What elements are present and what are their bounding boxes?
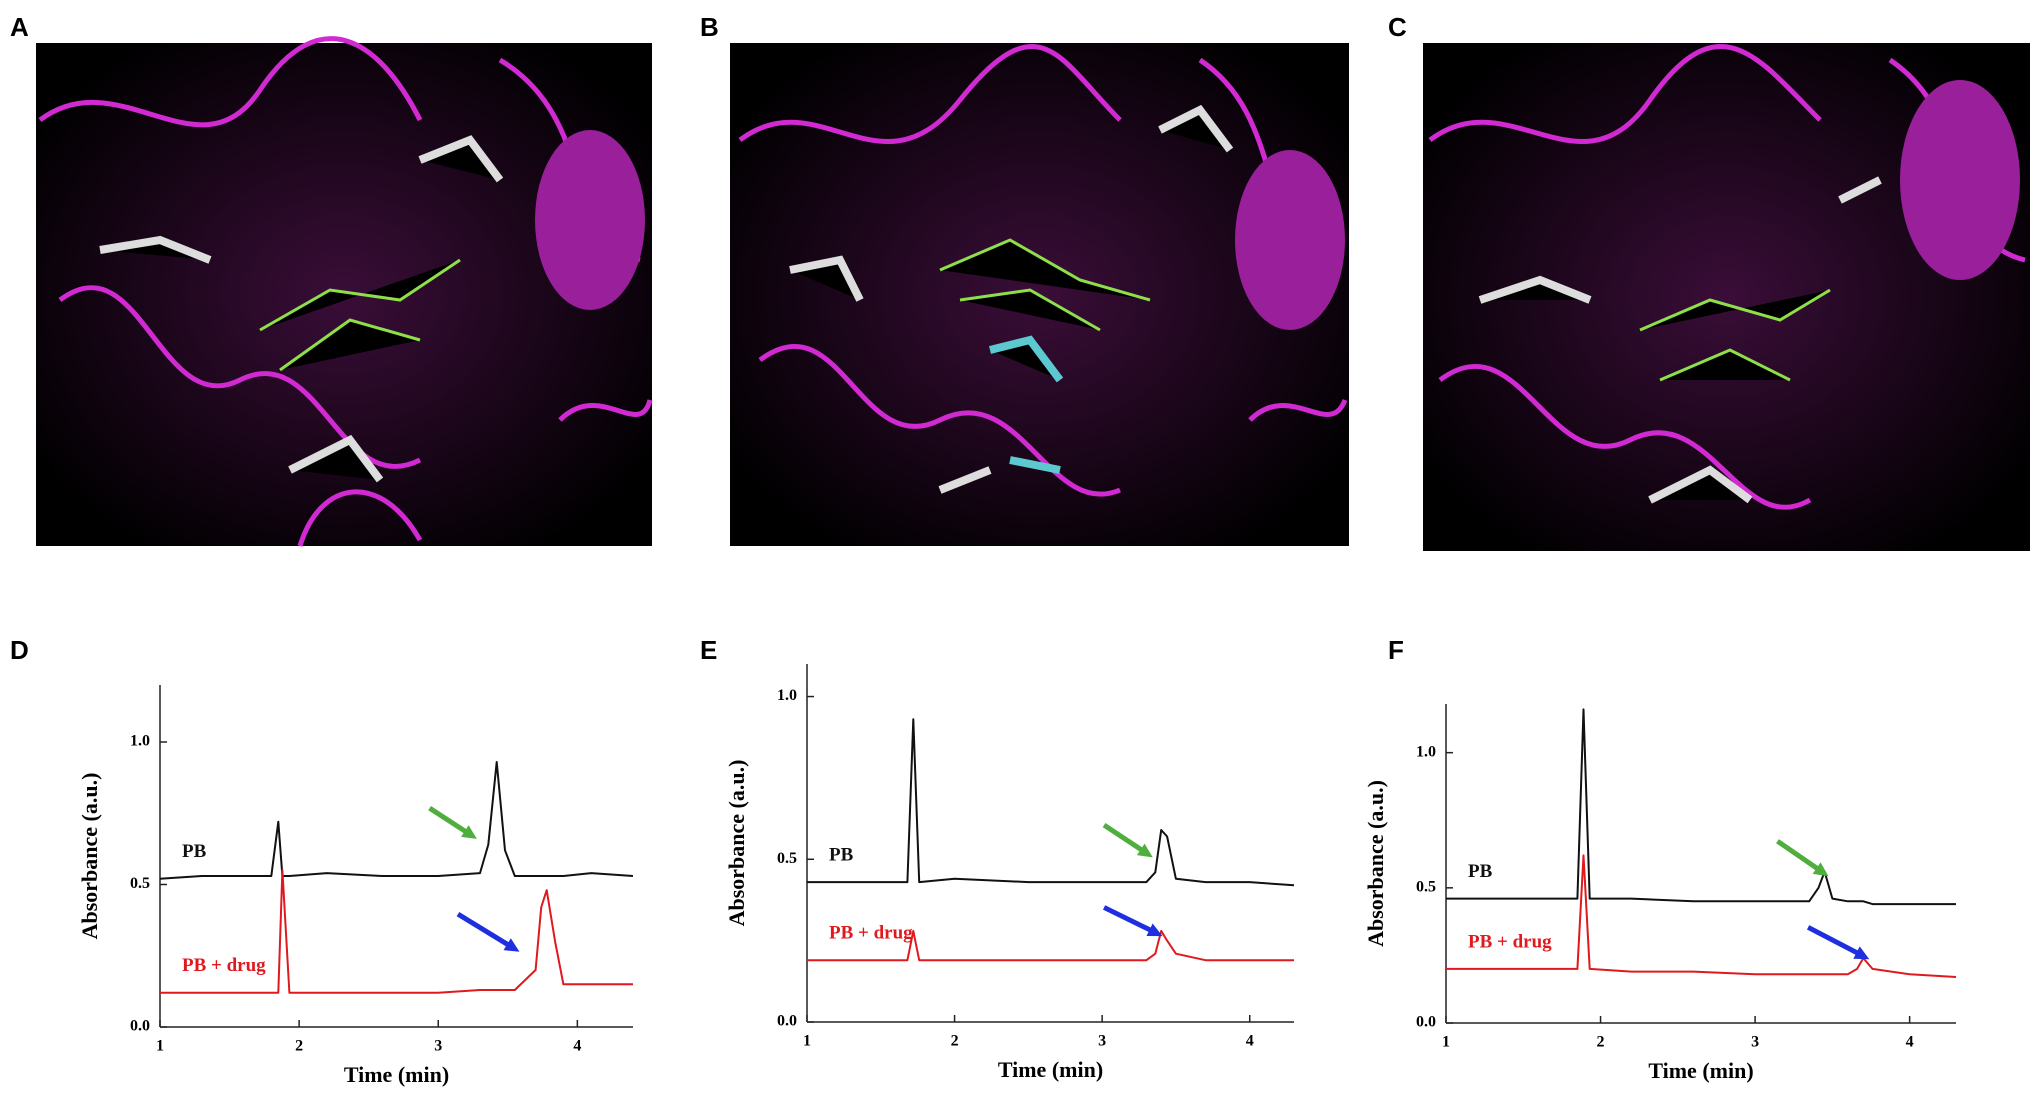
y-axis-label: Absorbance (a.u.) <box>724 760 749 927</box>
series-line <box>807 718 1295 887</box>
panel-label: D <box>10 635 29 665</box>
chart: F 0.0 0.5 1.0 1 2 3 4 Time (min) Absorbance (a.u.… <box>1363 635 1957 1083</box>
panel-label: A <box>10 12 29 42</box>
arrow-head <box>1136 843 1153 858</box>
series-line <box>1446 708 1956 906</box>
arrow-head <box>503 938 520 952</box>
arrow-head <box>1853 946 1870 960</box>
x-tick-label: 2 <box>295 1038 303 1055</box>
y-axis-label: Absorbance (a.u.) <box>1363 780 1388 947</box>
arrow <box>1102 823 1146 854</box>
x-tick-label: 1 <box>1442 1034 1450 1051</box>
series-line <box>160 869 633 994</box>
y-tick-label: 1.0 <box>1416 743 1436 760</box>
series-label: PB <box>1468 861 1493 882</box>
arrow <box>1776 839 1822 873</box>
x-tick-label: 2 <box>1597 1034 1605 1051</box>
x-tick-label: 1 <box>803 1033 811 1050</box>
panel-label: B <box>700 12 719 42</box>
x-axis-label: Time (min) <box>344 1062 449 1087</box>
x-tick-label: 3 <box>1751 1034 1759 1051</box>
series-line <box>1446 854 1957 978</box>
series-line <box>159 761 634 880</box>
y-tick-label: 0.0 <box>1416 1014 1436 1031</box>
series-line <box>807 929 1294 962</box>
arrow-head <box>1146 923 1163 937</box>
x-tick-label: 4 <box>1906 1034 1914 1051</box>
y-tick-label: 1.0 <box>130 733 150 750</box>
chart: D 0.0 0.5 1.0 1 2 3 4 Time (min) Absorbance (a.u.… <box>10 635 634 1087</box>
y-tick-label: 0.5 <box>130 875 150 892</box>
series-label: PB + drug <box>829 923 913 944</box>
arrow-head <box>461 825 477 839</box>
x-tick-label: 2 <box>951 1033 959 1050</box>
arrow <box>428 806 470 836</box>
x-tick-label: 4 <box>1246 1033 1254 1050</box>
series-label: PB + drug <box>1468 931 1552 952</box>
y-tick-label: 0.0 <box>777 1013 797 1030</box>
y-tick-label: 0.0 <box>130 1018 150 1035</box>
arrow <box>1102 905 1155 934</box>
arrow <box>456 912 513 949</box>
panel-label: F <box>1388 635 1404 665</box>
docking-image-b <box>730 43 1349 546</box>
panel-label: C <box>1388 12 1407 42</box>
series-label: PB + drug <box>182 955 266 976</box>
docking-image-c <box>1423 43 2030 551</box>
x-tick-label: 1 <box>156 1038 164 1055</box>
docking-image-a <box>36 36 653 547</box>
y-tick-label: 1.0 <box>777 687 797 704</box>
x-tick-label: 4 <box>573 1038 581 1055</box>
y-tick-label: 0.5 <box>777 850 797 867</box>
series-label: PB <box>829 844 854 865</box>
series-label: PB <box>182 841 207 862</box>
x-tick-label: 3 <box>1098 1033 1106 1050</box>
y-tick-label: 0.5 <box>1416 879 1436 896</box>
x-axis-label: Time (min) <box>1648 1058 1753 1083</box>
x-tick-label: 3 <box>434 1038 442 1055</box>
arrow <box>1806 925 1862 957</box>
y-axis-label: Absorbance (a.u.) <box>77 773 102 940</box>
panel-label: E <box>700 635 717 665</box>
arrow-head <box>1812 862 1829 877</box>
chart: E 0.0 0.5 1.0 1 2 3 4 Time (min) Absorbance (a.u.… <box>700 635 1295 1082</box>
x-axis-label: Time (min) <box>998 1057 1103 1082</box>
